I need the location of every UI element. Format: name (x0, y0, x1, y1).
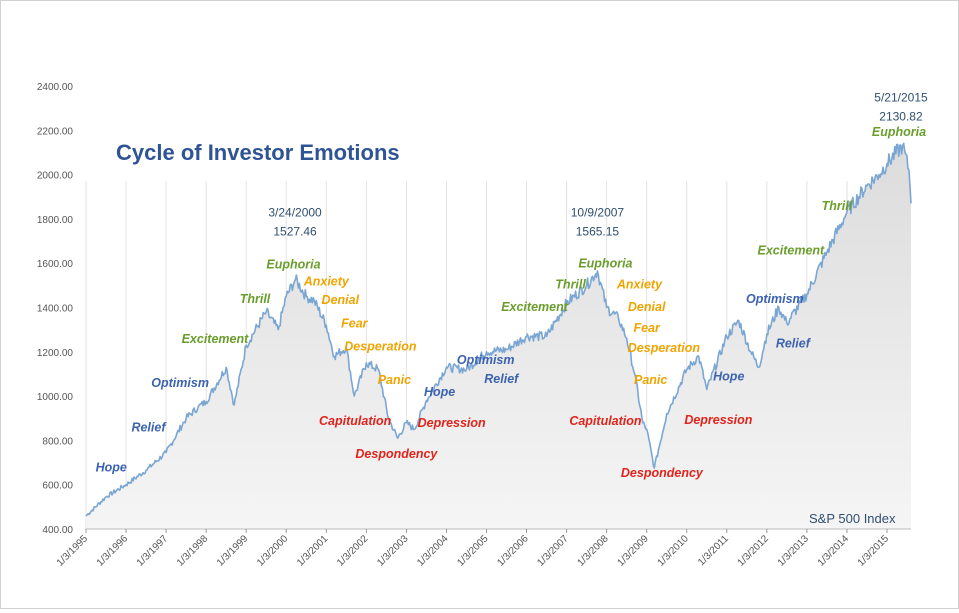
emotion-label: Thrill (240, 292, 271, 306)
emotion-label: Capitulation (319, 414, 392, 428)
emotion-label: Despondency (355, 447, 438, 461)
x-tick-label: 1/3/2015 (856, 533, 892, 569)
x-tick-label: 1/3/2013 (776, 533, 812, 569)
y-tick-label: 600.00 (42, 481, 73, 492)
emotion-label: Hope (96, 460, 127, 474)
emotion-label: Optimism (151, 376, 209, 390)
emotion-label: Fear (341, 316, 369, 330)
x-axis-ticks: 1/3/1995 1/3/1996 1/3/1997 1/3/1998 1/3/1999… (55, 529, 892, 569)
emotion-label: Excitement (758, 243, 826, 257)
emotion-label: Thrill (822, 199, 853, 213)
emotion-label: Optimism (746, 292, 804, 306)
x-tick-label: 1/3/2000 (255, 533, 291, 569)
peak-callouts: 3/24/2000 1527.46 10/9/2007 1565.15 5/21/201… (268, 91, 928, 239)
emotion-label: Fear (633, 321, 661, 335)
emotion-label: Relief (484, 372, 520, 386)
peak-value: 2130.82 (879, 110, 923, 124)
x-tick-label: 1/3/1999 (215, 533, 251, 569)
emotion-label: Euphoria (266, 258, 320, 272)
x-tick-label: 1/3/2003 (375, 533, 411, 569)
x-tick-label: 1/3/2009 (615, 533, 651, 569)
x-tick-label: 1/3/2004 (415, 533, 451, 569)
y-tick-label: 2000.00 (37, 171, 74, 182)
emotion-label: Relief (776, 336, 812, 350)
emotion-label: Despondency (621, 466, 704, 480)
series-label: S&P 500 Index (809, 511, 896, 526)
x-tick-label: 1/3/2005 (455, 533, 491, 569)
emotion-label: Anxiety (303, 274, 350, 288)
y-tick-label: 1600.00 (37, 259, 74, 270)
x-tick-label: 1/3/1997 (135, 533, 171, 569)
x-tick-label: 1/3/2011 (696, 533, 731, 568)
emotion-label: Denial (628, 300, 666, 314)
emotion-label: Depression (684, 413, 752, 427)
peak-value: 1565.15 (576, 225, 620, 239)
emotion-label: Panic (378, 373, 411, 387)
emotion-label: Desperation (344, 340, 417, 354)
emotion-label: Panic (634, 373, 667, 387)
emotion-label: Hope (713, 370, 744, 384)
emotion-label: Thrill (555, 278, 586, 292)
x-tick-label: 1/3/2001 (295, 533, 331, 569)
y-tick-label: 400.00 (42, 525, 73, 536)
x-tick-label: 1/3/2010 (656, 533, 692, 569)
emotion-label: Excitement (182, 332, 250, 346)
y-tick-label: 2400.00 (37, 82, 74, 93)
x-tick-label: 1/3/1995 (55, 533, 91, 569)
x-tick-label: 1/3/2006 (495, 533, 531, 569)
x-tick-label: 1/3/2014 (816, 533, 852, 569)
y-axis-ticks: 400.00 600.00 800.00 1000.00 1200.00 1400.00 1… (37, 82, 74, 536)
x-tick-label: 1/3/2012 (736, 533, 772, 569)
x-tick-label: 1/3/2008 (575, 533, 611, 569)
emotion-labels: Hope Relief Optimism Excitement Thrill Euphor… (96, 125, 927, 480)
emotion-label: Relief (131, 421, 167, 435)
y-tick-label: 1200.00 (37, 348, 74, 359)
emotion-label: Desperation (628, 341, 701, 355)
y-tick-label: 1000.00 (37, 392, 74, 403)
y-tick-label: 1400.00 (37, 304, 74, 315)
peak-date: 3/24/2000 (268, 206, 322, 220)
chart-title: Cycle of Investor Emotions (116, 140, 400, 165)
emotion-label: Capitulation (569, 414, 642, 428)
emotion-label: Euphoria (872, 125, 926, 139)
y-tick-label: 2200.00 (37, 126, 74, 137)
emotion-label: Depression (418, 416, 486, 430)
y-tick-label: 1800.00 (37, 215, 74, 226)
emotion-label: Hope (424, 385, 455, 399)
sp500-area-fill (86, 143, 911, 529)
x-tick-label: 1/3/1998 (175, 533, 211, 569)
peak-date: 5/21/2015 (874, 91, 928, 105)
emotion-label: Denial (322, 293, 360, 307)
emotion-label: Anxiety (616, 278, 663, 292)
x-tick-label: 1/3/1996 (95, 533, 131, 569)
y-tick-label: 800.00 (42, 436, 73, 447)
emotion-label: Optimism (457, 353, 515, 367)
peak-date: 10/9/2007 (571, 206, 625, 220)
emotion-label: Euphoria (578, 257, 632, 271)
x-tick-label: 1/3/2002 (335, 533, 371, 569)
sp500-price-line (85, 142, 912, 517)
x-tick-label: 1/3/2007 (535, 533, 571, 569)
peak-value: 1527.46 (273, 225, 317, 239)
emotion-label: Excitement (501, 300, 569, 314)
